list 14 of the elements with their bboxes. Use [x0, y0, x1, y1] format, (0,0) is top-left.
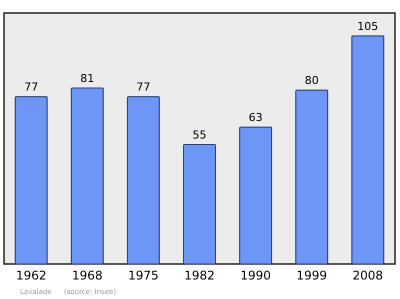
data-label: 77	[24, 80, 38, 94]
x-tick-label: 1962	[16, 268, 46, 282]
x-tick-label: 1968	[72, 268, 103, 282]
x-tick-label: 1999	[296, 268, 327, 282]
data-label: 77	[136, 80, 150, 94]
x-tick-label: 1975	[128, 268, 159, 282]
data-label: 63	[248, 111, 263, 124]
x-tick-label: 1982	[184, 268, 215, 282]
data-label: 80	[304, 74, 319, 88]
x-tick-label: 1990	[240, 268, 271, 282]
x-tick-label: 2008	[352, 268, 384, 282]
data-label: 55	[192, 128, 206, 142]
data-label: 81	[80, 72, 94, 85]
data-label: 105	[357, 20, 378, 33]
